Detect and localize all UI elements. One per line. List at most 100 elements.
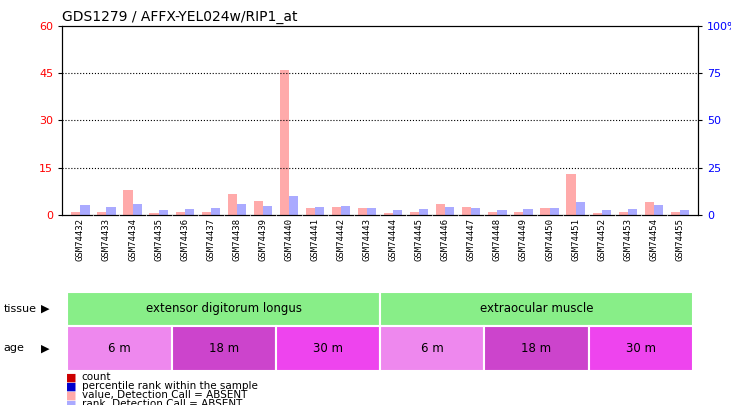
Text: GSM74445: GSM74445	[414, 219, 424, 262]
Text: 18 m: 18 m	[521, 342, 552, 355]
Text: GSM74434: GSM74434	[128, 219, 137, 262]
Text: GSM74446: GSM74446	[441, 219, 450, 262]
Bar	[485, 326, 588, 371]
Bar	[550, 208, 558, 215]
Bar	[107, 207, 115, 215]
Bar	[380, 292, 693, 326]
Bar	[567, 174, 575, 215]
Text: GSM74454: GSM74454	[649, 219, 659, 262]
Bar	[628, 209, 637, 215]
Bar	[393, 210, 402, 215]
Text: ■: ■	[66, 390, 76, 400]
Bar	[276, 326, 380, 371]
Text: ■: ■	[66, 373, 76, 382]
Bar	[71, 211, 80, 215]
Bar	[315, 207, 324, 215]
Bar	[462, 207, 471, 215]
Bar	[645, 202, 654, 215]
Bar	[367, 208, 376, 215]
Text: GSM74450: GSM74450	[545, 219, 554, 262]
Text: GSM74433: GSM74433	[102, 219, 111, 262]
Text: GSM74444: GSM74444	[389, 219, 398, 262]
Bar	[680, 210, 689, 215]
Text: percentile rank within the sample: percentile rank within the sample	[82, 382, 258, 391]
Text: extraocular muscle: extraocular muscle	[480, 302, 594, 315]
Bar	[515, 211, 523, 215]
Text: GSM74453: GSM74453	[624, 219, 632, 262]
Bar	[523, 209, 533, 215]
Text: GSM74435: GSM74435	[154, 219, 163, 262]
Bar	[67, 326, 172, 371]
Text: GSM74439: GSM74439	[258, 219, 268, 262]
Bar	[419, 209, 428, 215]
Text: 6 m: 6 m	[108, 342, 131, 355]
Text: value, Detection Call = ABSENT: value, Detection Call = ABSENT	[82, 390, 247, 400]
Bar	[172, 326, 276, 371]
Bar	[380, 326, 485, 371]
Bar	[289, 196, 298, 215]
Bar	[67, 292, 380, 326]
Text: GSM74436: GSM74436	[180, 219, 189, 262]
Bar	[132, 204, 142, 215]
Bar	[618, 211, 628, 215]
Bar	[211, 208, 220, 215]
Bar	[97, 211, 107, 215]
Text: 6 m: 6 m	[421, 342, 444, 355]
Text: extensor digitorum longus: extensor digitorum longus	[145, 302, 302, 315]
Bar	[185, 209, 194, 215]
Bar	[497, 210, 507, 215]
Text: GDS1279 / AFFX-YEL024w/RIP1_at: GDS1279 / AFFX-YEL024w/RIP1_at	[62, 10, 298, 24]
Bar	[575, 202, 585, 215]
Bar	[654, 205, 663, 215]
Bar	[80, 205, 89, 215]
Bar	[202, 211, 211, 215]
Text: GSM74452: GSM74452	[597, 219, 606, 262]
Bar	[306, 208, 315, 215]
Bar	[358, 208, 367, 215]
Text: 30 m: 30 m	[313, 342, 343, 355]
Bar	[175, 211, 185, 215]
Text: ■: ■	[66, 399, 76, 405]
Text: ■: ■	[66, 382, 76, 391]
Bar	[540, 208, 550, 215]
Bar	[332, 207, 341, 215]
Bar	[588, 326, 693, 371]
Bar	[671, 211, 680, 215]
Bar	[237, 204, 246, 215]
Text: ▶: ▶	[41, 304, 50, 314]
Bar	[149, 213, 159, 215]
Text: GSM74441: GSM74441	[311, 219, 319, 262]
Text: ▶: ▶	[41, 343, 50, 353]
Bar	[471, 208, 480, 215]
Text: GSM74440: GSM74440	[284, 219, 293, 262]
Text: tissue: tissue	[4, 304, 37, 314]
Bar	[488, 212, 497, 215]
Text: count: count	[82, 373, 111, 382]
Bar	[593, 213, 602, 215]
Bar	[410, 211, 419, 215]
Bar	[263, 206, 272, 215]
Bar	[436, 204, 445, 215]
Bar	[124, 190, 132, 215]
Text: GSM74448: GSM74448	[493, 219, 502, 262]
Text: GSM74438: GSM74438	[232, 219, 241, 262]
Bar	[445, 207, 455, 215]
Bar	[159, 210, 167, 215]
Text: GSM74432: GSM74432	[76, 219, 85, 262]
Text: 18 m: 18 m	[208, 342, 239, 355]
Text: GSM74449: GSM74449	[519, 219, 528, 262]
Text: GSM74442: GSM74442	[336, 219, 346, 262]
Text: GSM74451: GSM74451	[571, 219, 580, 262]
Text: age: age	[4, 343, 25, 353]
Text: 30 m: 30 m	[626, 342, 656, 355]
Text: rank, Detection Call = ABSENT: rank, Detection Call = ABSENT	[82, 399, 242, 405]
Bar	[280, 70, 289, 215]
Bar	[254, 200, 263, 215]
Bar	[341, 206, 350, 215]
Bar	[384, 213, 393, 215]
Text: GSM74455: GSM74455	[675, 219, 684, 262]
Text: GSM74447: GSM74447	[467, 219, 476, 262]
Text: GSM74437: GSM74437	[206, 219, 215, 262]
Bar	[602, 210, 611, 215]
Text: GSM74443: GSM74443	[363, 219, 371, 262]
